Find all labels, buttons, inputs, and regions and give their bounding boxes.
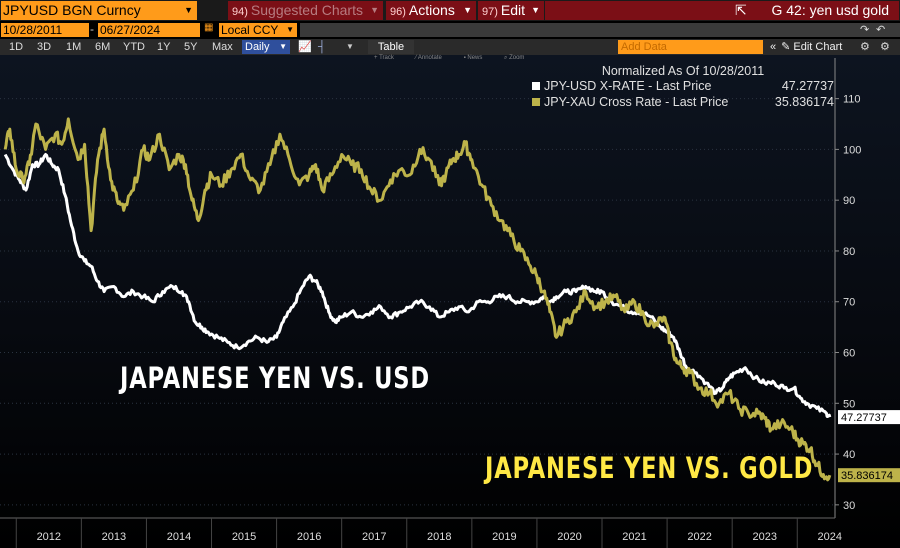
legend-entry-gold[interactable]: JPY-XAU Cross Rate - Last Price 35.83617…: [532, 94, 834, 110]
x-tick-label: 2023: [752, 531, 776, 543]
menu-number: 97): [482, 6, 498, 18]
redo-icon[interactable]: ↷: [860, 24, 870, 36]
period-bar: 1D 3D 1M 6M YTD 1Y 5Y Max Daily ▼ 📈 ┤ ▼ …: [0, 24, 900, 55]
legend-series-name: JPY-XAU Cross Rate - Last Price: [544, 95, 729, 109]
legend-swatch-icon: [532, 82, 540, 90]
menu-label: Suggested Charts: [250, 2, 363, 18]
dropdown-arrow-icon: ▼: [370, 5, 379, 15]
y-tick-label: 30: [843, 500, 855, 512]
annotation-yen-gold: JAPANESE YEN VS. GOLD: [485, 451, 814, 485]
menu-label: Actions: [408, 2, 455, 18]
pencil-icon: ✎: [781, 41, 791, 53]
track-tool[interactable]: + Track: [374, 55, 394, 61]
currency-select[interactable]: Local CCY ▼: [219, 23, 297, 37]
period-5y[interactable]: 5Y: [184, 41, 198, 53]
series-line-jpy-usd: [3, 153, 832, 418]
export-icon[interactable]: ⇱: [735, 2, 747, 18]
suggested-charts-menu[interactable]: 94) Suggested Charts ▼: [228, 1, 383, 20]
legend-series-value: 47.27737: [781, 79, 834, 93]
line-chart: 30 40 50 60 70 80 90 100 110 2012 2013 2014 2015 2016…: [0, 58, 900, 548]
period-1m[interactable]: 1M: [66, 41, 82, 53]
x-tick-label: 2017: [362, 531, 386, 543]
x-tick-label: 2024: [818, 531, 842, 543]
gear-icon[interactable]: ⚙: [880, 41, 890, 53]
bar-chart-icon[interactable]: ┤: [318, 41, 326, 53]
period-1y[interactable]: 1Y: [157, 41, 171, 53]
x-tick-label: 2014: [167, 531, 191, 543]
chart-title-box: ⇱ G 42: yen usd gold: [545, 1, 899, 20]
chart-legend: Normalized As Of 10/28/2011 JPY-USD X-RA…: [532, 64, 834, 114]
y-tick-label: 60: [843, 348, 855, 360]
legend-series-value: 35.836174: [774, 95, 834, 109]
calendar-icon[interactable]: ▦: [204, 22, 214, 33]
x-tick-label: 2013: [102, 531, 126, 543]
toolbar-strip: [300, 23, 900, 37]
annotation-yen-usd: JAPANESE YEN VS. USD: [120, 361, 430, 395]
x-tick-label: 2022: [687, 531, 711, 543]
end-date-field[interactable]: 06/27/2024: [98, 23, 200, 37]
title-bar: JPYUSD BGN Curncy ▼ 94) Suggested Charts …: [0, 0, 900, 21]
settings-icon[interactable]: ⚙: [860, 41, 870, 53]
x-tick-label: 2020: [557, 531, 581, 543]
y-tick-label: 50: [843, 398, 855, 410]
y-tick-label: 70: [843, 297, 855, 309]
last-value-marker: [838, 410, 900, 425]
date-range-bar: 10/28/2011 - 06/27/2024 ▦ Local CCY ▼: [0, 22, 900, 38]
add-data-input[interactable]: Add Data: [618, 40, 763, 54]
line-chart-icon[interactable]: 📈: [298, 41, 312, 53]
x-tick-label: 2018: [427, 531, 451, 543]
menu-number: 94): [232, 6, 248, 18]
period-6m[interactable]: 6M: [95, 41, 111, 53]
edit-chart-button[interactable]: « ✎ Edit Chart: [770, 39, 842, 55]
frequency-value: Daily: [245, 41, 270, 53]
annotate-tool[interactable]: ⁄ Annotate: [415, 55, 442, 61]
legend-entry-usd[interactable]: JPY-USD X-RATE - Last Price 47.27737: [532, 78, 834, 94]
x-tick-label: 2021: [622, 531, 646, 543]
edit-chart-label: Edit Chart: [793, 41, 843, 53]
legend-swatch-icon: [532, 98, 540, 106]
period-1d[interactable]: 1D: [9, 41, 24, 53]
chart-tools-row: + Track ⁄ Annotate ▪ News ⌕ Zoom: [374, 55, 544, 65]
collapse-icon: «: [770, 41, 777, 53]
news-tool[interactable]: ▪ News: [463, 55, 483, 61]
menu-label: Edit: [500, 2, 526, 18]
x-tick-label: 2019: [492, 531, 516, 543]
zoom-tool[interactable]: ⌕ Zoom: [504, 55, 525, 61]
y-tick-label: 40: [843, 449, 855, 461]
x-tick-label: 2015: [232, 531, 256, 543]
edit-menu[interactable]: 97) Edit ▼: [478, 1, 544, 20]
dropdown-arrow-icon: ▼: [279, 42, 287, 51]
y-tick-label: 110: [843, 94, 861, 106]
chart-type-dropdown-icon[interactable]: ▼: [346, 42, 354, 51]
period-max[interactable]: Max: [212, 41, 233, 53]
dropdown-arrow-icon: ▼: [463, 5, 472, 15]
undo-icon[interactable]: ↶: [876, 24, 886, 36]
table-button[interactable]: Table: [368, 40, 414, 54]
date-separator: -: [90, 22, 94, 36]
y-tick-label: 100: [843, 144, 861, 156]
chart-title-label: Normalized As Of 10/28/2011: [601, 64, 765, 78]
x-tick-label: 2012: [37, 531, 61, 543]
x-tick-label: 2016: [297, 531, 321, 543]
menu-number: 96): [390, 6, 406, 18]
dropdown-arrow-icon: ▼: [531, 5, 540, 15]
last-value-label: 47.27737: [841, 412, 887, 424]
y-tick-label: 80: [843, 246, 855, 258]
legend-series-name: JPY-USD X-RATE - Last Price: [544, 79, 712, 93]
chart-title: G 42: yen usd gold: [771, 2, 889, 18]
period-3d[interactable]: 3D: [37, 41, 52, 53]
currency-value: Local CCY: [221, 23, 279, 37]
security-ticker: JPYUSD BGN Curncy: [3, 2, 141, 18]
start-date-field[interactable]: 10/28/2011: [1, 23, 89, 37]
security-field[interactable]: JPYUSD BGN Curncy ▼: [1, 1, 197, 20]
last-value-label: 35.836174: [841, 470, 893, 482]
frequency-select[interactable]: Daily ▼: [242, 40, 290, 54]
y-tick-label: 90: [843, 195, 855, 207]
dropdown-arrow-icon: ▼: [184, 5, 193, 15]
actions-menu[interactable]: 96) Actions ▼: [386, 1, 476, 20]
series-line-jpy-xau: [3, 117, 832, 482]
period-ytd[interactable]: YTD: [123, 41, 145, 53]
dropdown-arrow-icon: ▼: [286, 25, 294, 34]
last-value-marker: [838, 468, 900, 483]
